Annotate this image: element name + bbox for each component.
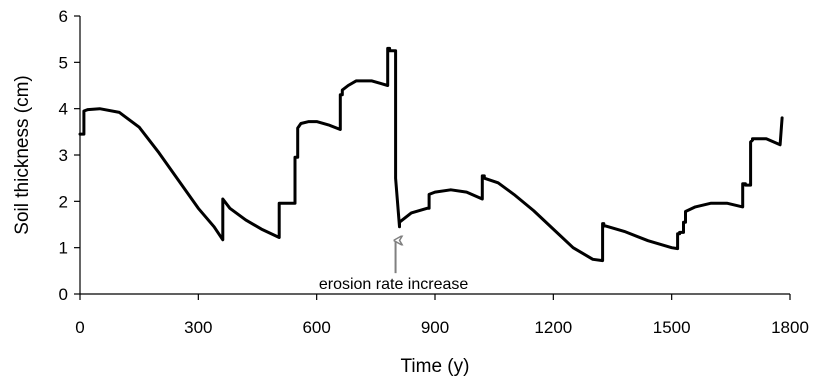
x-tick-label: 600 — [302, 318, 330, 337]
y-tick-label: 3 — [59, 146, 68, 165]
annotation-text: erosion rate increase — [319, 276, 469, 293]
y-axis-title: Soil thickness (cm) — [12, 75, 33, 234]
y-tick-label: 0 — [59, 285, 68, 304]
series-line-soil-thickness — [78, 46, 784, 263]
x-tick-label: 1200 — [534, 318, 572, 337]
y-tick-label: 6 — [59, 7, 68, 26]
y-tick-label: 4 — [59, 100, 68, 119]
x-tick-label: 1500 — [653, 318, 691, 337]
x-tick-label: 0 — [75, 318, 84, 337]
x-axis-title: Time (y) — [401, 356, 470, 377]
y-tick-label: 2 — [59, 192, 68, 211]
x-axis-ticks: 0 300 600 900 1200 1500 1800 — [75, 294, 809, 337]
y-axis-ticks: 0 1 2 3 4 5 6 — [59, 7, 80, 304]
y-tick-label: 1 — [59, 239, 68, 258]
y-tick-label: 5 — [59, 53, 68, 72]
x-tick-label: 900 — [421, 318, 449, 337]
x-tick-label: 300 — [184, 318, 212, 337]
x-tick-label: 1800 — [771, 318, 809, 337]
